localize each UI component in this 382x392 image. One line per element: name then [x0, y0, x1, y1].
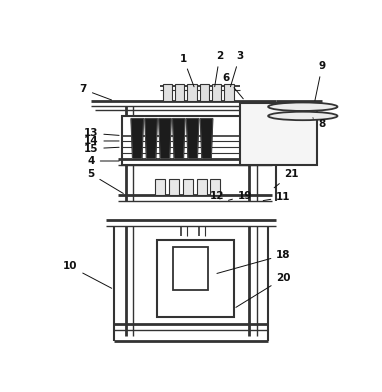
Bar [169, 180, 179, 195]
Text: 19: 19 [228, 191, 252, 201]
Text: 3: 3 [230, 51, 243, 87]
Polygon shape [131, 119, 143, 159]
Text: 12: 12 [209, 191, 224, 201]
Text: 8: 8 [313, 118, 326, 129]
Bar [200, 84, 209, 101]
Polygon shape [201, 119, 213, 159]
Bar [224, 84, 233, 101]
Bar [163, 84, 172, 101]
Text: 1: 1 [180, 54, 194, 87]
Polygon shape [173, 119, 185, 159]
Bar [212, 84, 221, 101]
Bar [173, 247, 208, 290]
Text: 2: 2 [215, 51, 223, 87]
Text: 18: 18 [217, 250, 291, 274]
Text: 9: 9 [315, 61, 325, 100]
Text: 20: 20 [236, 273, 291, 307]
Ellipse shape [268, 112, 337, 120]
Polygon shape [145, 119, 157, 159]
Bar [187, 84, 197, 101]
Text: 4: 4 [87, 156, 119, 166]
Polygon shape [159, 119, 171, 159]
Text: 6: 6 [222, 73, 243, 99]
Bar [157, 240, 233, 317]
Text: 15: 15 [84, 144, 119, 154]
Text: 7: 7 [80, 84, 112, 100]
Bar [183, 180, 193, 195]
Text: 5: 5 [87, 169, 123, 193]
Bar [155, 180, 165, 195]
Ellipse shape [268, 102, 337, 111]
Text: 10: 10 [63, 261, 112, 288]
Text: 11: 11 [263, 192, 291, 202]
Bar [240, 103, 317, 165]
Bar [197, 180, 207, 195]
Text: 13: 13 [84, 128, 119, 138]
Bar [175, 84, 184, 101]
Text: 21: 21 [274, 169, 298, 188]
Bar [122, 116, 257, 165]
Bar [210, 180, 220, 195]
Polygon shape [186, 119, 199, 159]
Text: 14: 14 [84, 136, 119, 146]
